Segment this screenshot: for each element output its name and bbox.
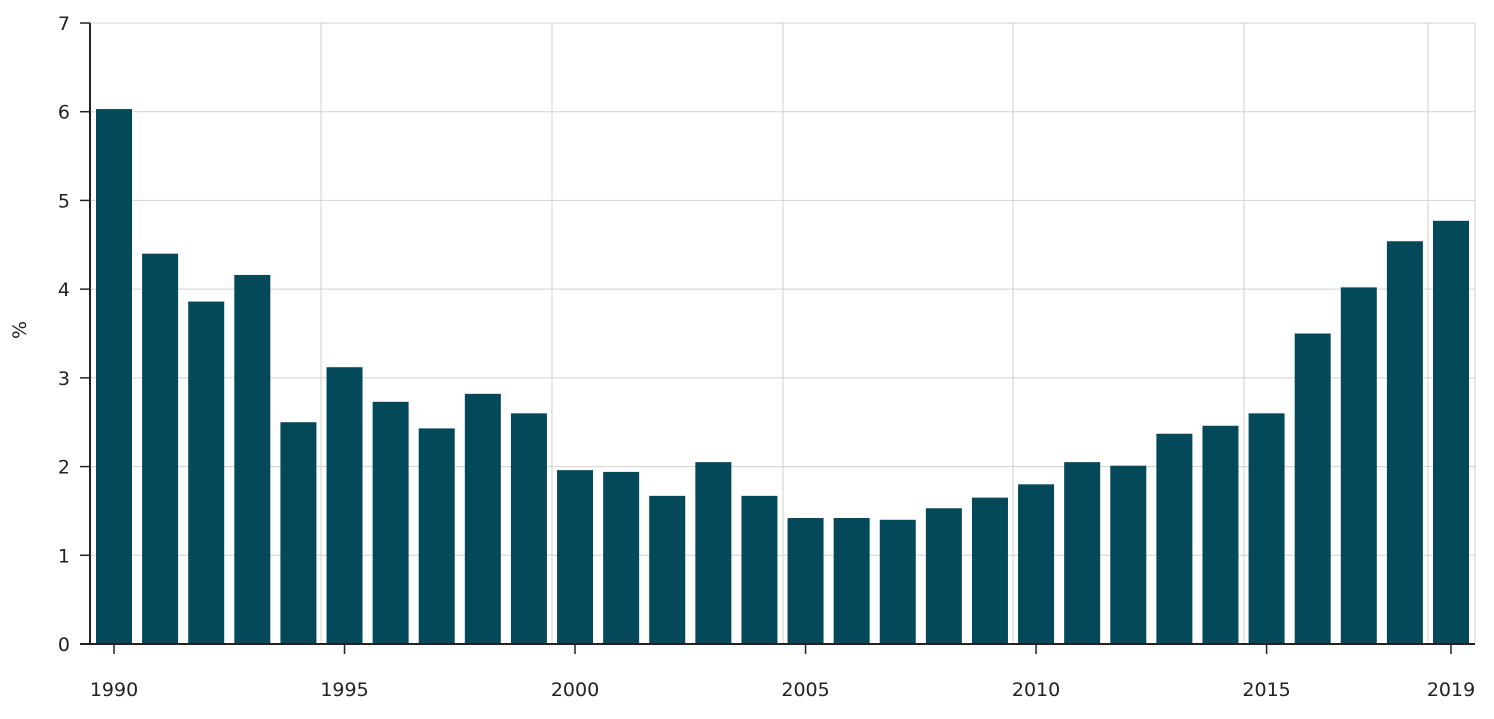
bar-2016: [1294, 333, 1331, 644]
bar-1997: [418, 428, 455, 644]
y-tick-label: 7: [58, 13, 70, 35]
bar-1995: [326, 367, 363, 644]
bar-2018: [1386, 241, 1423, 645]
axes: 0 1 2 3 4 5 6 7 1990 1995 2000 2005 2010 2015 2019: [58, 13, 1475, 701]
x-tick-label: 2010: [1012, 679, 1060, 701]
bar-2002: [649, 495, 686, 644]
bar-2008: [925, 508, 962, 644]
y-tick-label: 4: [58, 279, 70, 301]
bar-2004: [741, 495, 778, 644]
bar-2009: [971, 497, 1008, 644]
bar-1992: [188, 301, 225, 644]
y-tick-label: 1: [58, 545, 70, 567]
y-tick-label: 2: [58, 457, 70, 479]
bar-2019: [1433, 220, 1469, 644]
bar-1990: [96, 109, 132, 644]
y-axis-title: %: [9, 321, 31, 339]
x-tick-label: 2005: [781, 679, 829, 701]
bar-2014: [1202, 425, 1239, 644]
bar-2015: [1248, 413, 1285, 644]
bar-2013: [1156, 433, 1193, 644]
bar-2006: [833, 518, 870, 644]
bar-1993: [234, 274, 271, 644]
bar-1998: [464, 393, 501, 644]
grid-lines: [90, 22, 1476, 644]
bar-2000: [557, 470, 594, 644]
y-tick-label: 3: [58, 368, 70, 390]
x-tick-label: 1990: [90, 679, 138, 701]
bar-2007: [879, 519, 916, 644]
bar-1996: [372, 401, 409, 644]
x-tick-label: 2000: [551, 679, 599, 701]
bar-2011: [1064, 462, 1101, 644]
y-tick-label: 0: [58, 634, 70, 656]
x-tick-label: 2015: [1242, 679, 1290, 701]
bar-2010: [1018, 484, 1055, 644]
x-tick-label: 1995: [320, 679, 368, 701]
bar-2017: [1340, 287, 1377, 644]
bar-1994: [280, 422, 317, 644]
bar-2003: [695, 462, 732, 644]
y-tick-label: 5: [58, 190, 70, 212]
bars: [96, 109, 1469, 645]
y-tick-label: 6: [58, 102, 70, 124]
bar-2001: [603, 471, 640, 644]
x-tick-label: 2019: [1427, 679, 1475, 701]
bar-2005: [787, 518, 824, 644]
bar-1991: [142, 253, 179, 644]
bar-2012: [1110, 465, 1147, 644]
bar-1999: [510, 413, 547, 644]
